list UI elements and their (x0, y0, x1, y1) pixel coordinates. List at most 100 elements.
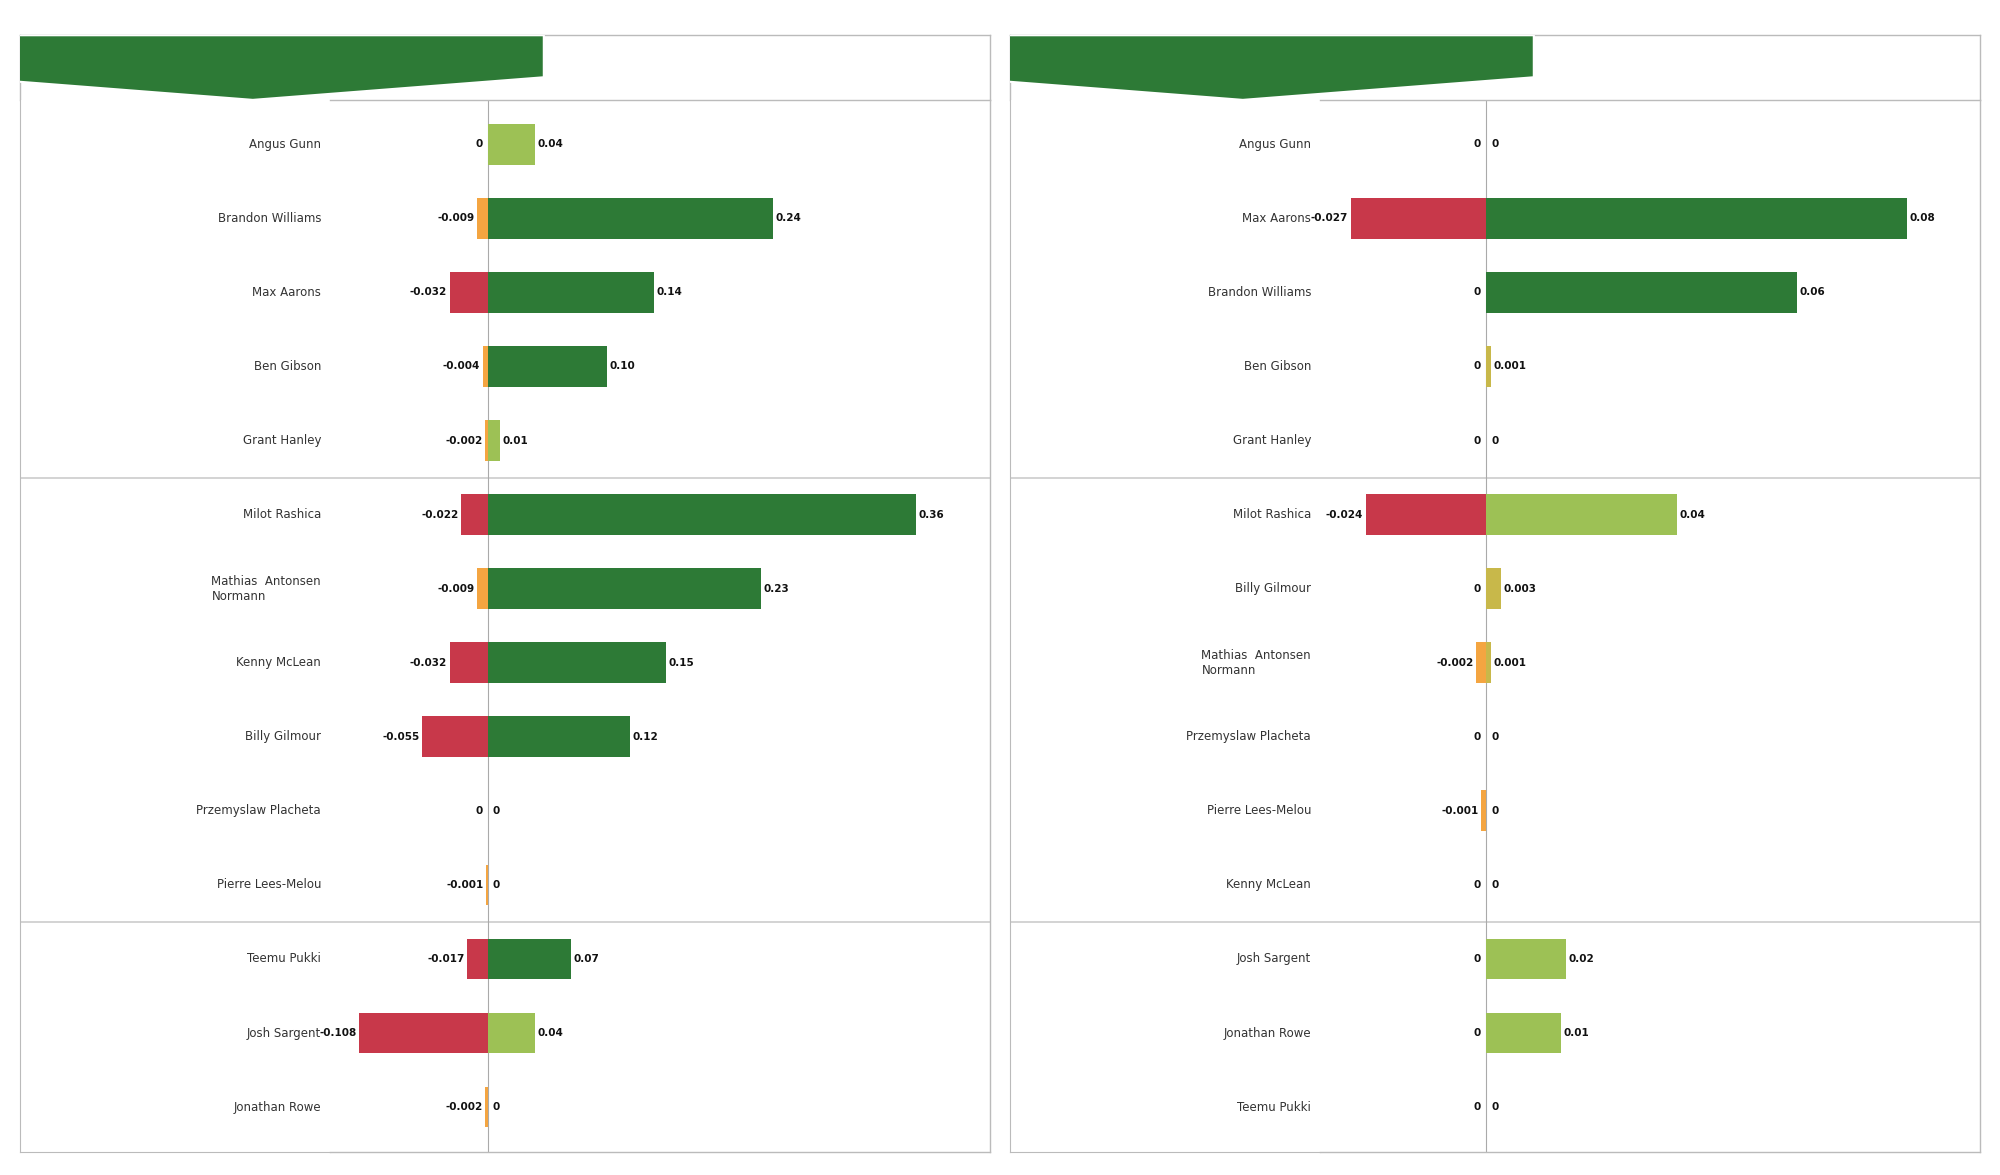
Text: 0: 0 (1474, 288, 1480, 297)
Text: Angus Gunn: Angus Gunn (250, 137, 322, 150)
Text: 0.001: 0.001 (1494, 362, 1526, 371)
Text: 0: 0 (1474, 1028, 1480, 1038)
Polygon shape (0, 35, 544, 100)
Text: Pierre Lees-Melou: Pierre Lees-Melou (216, 879, 322, 892)
Bar (462, 495, 488, 535)
Text: -0.002: -0.002 (1436, 658, 1474, 667)
Bar (1486, 495, 1676, 535)
Text: 0.04: 0.04 (538, 1028, 564, 1038)
Text: Angus Gunn: Angus Gunn (1240, 137, 1312, 150)
Text: xT from Dribbles: xT from Dribbles (1040, 63, 1212, 85)
Bar (1486, 347, 1492, 387)
Text: -0.001: -0.001 (446, 880, 484, 889)
Text: Przemyslaw Placheta: Przemyslaw Placheta (196, 805, 322, 818)
Bar (1350, 199, 1486, 239)
Text: -0.027: -0.027 (1310, 214, 1348, 223)
Text: 0: 0 (1474, 584, 1480, 593)
Text: 0.10: 0.10 (610, 362, 634, 371)
Bar (1486, 199, 1908, 239)
Bar (422, 717, 488, 757)
Text: 0.15: 0.15 (668, 658, 694, 667)
Bar (486, 421, 488, 461)
Bar (488, 569, 762, 609)
Text: 0.01: 0.01 (502, 436, 528, 445)
Bar (488, 123, 536, 165)
Bar (488, 1013, 536, 1053)
Bar (488, 939, 570, 979)
Text: 0.02: 0.02 (1568, 954, 1594, 963)
Bar (1476, 643, 1486, 683)
Text: 0: 0 (476, 140, 482, 149)
Text: Grant Hanley: Grant Hanley (242, 434, 322, 446)
Text: 0.06: 0.06 (1800, 288, 1826, 297)
Text: -0.017: -0.017 (428, 954, 464, 963)
Text: -0.002: -0.002 (446, 1102, 482, 1112)
Text: 0.12: 0.12 (632, 732, 658, 741)
Text: Milot Rashica: Milot Rashica (1232, 508, 1312, 521)
Text: 0: 0 (1492, 732, 1498, 741)
Text: Mathias  Antonsen
Normann: Mathias Antonsen Normann (1202, 649, 1312, 677)
Bar (488, 717, 630, 757)
Text: 0.04: 0.04 (1680, 510, 1706, 519)
Bar (468, 939, 488, 979)
Bar (360, 1013, 488, 1053)
Bar (1366, 495, 1486, 535)
Text: -0.022: -0.022 (422, 510, 458, 519)
Bar (488, 347, 606, 387)
Bar (476, 199, 488, 239)
Text: 0: 0 (492, 880, 500, 889)
Text: 0.04: 0.04 (538, 140, 564, 149)
Text: -0.004: -0.004 (442, 362, 480, 371)
Text: 0: 0 (1492, 1102, 1498, 1112)
Polygon shape (952, 35, 1534, 100)
Bar (1486, 643, 1492, 683)
Text: 0: 0 (492, 1102, 500, 1112)
Text: 0: 0 (1474, 732, 1480, 741)
Bar (1486, 273, 1796, 313)
Bar (482, 347, 488, 387)
Text: 0: 0 (1474, 1102, 1480, 1112)
Text: Billy Gilmour: Billy Gilmour (1236, 582, 1312, 596)
Text: 0.23: 0.23 (764, 584, 790, 593)
Text: Jonathan Rowe: Jonathan Rowe (1224, 1027, 1312, 1040)
Text: Kenny McLean: Kenny McLean (1226, 879, 1312, 892)
Text: 0: 0 (1474, 880, 1480, 889)
Text: 0: 0 (1474, 362, 1480, 371)
Bar (486, 1087, 488, 1128)
Text: 0: 0 (1492, 436, 1498, 445)
Text: xT from Passes: xT from Passes (50, 63, 206, 85)
Text: 0: 0 (1492, 880, 1498, 889)
Text: 0.003: 0.003 (1504, 584, 1536, 593)
Text: 0.14: 0.14 (656, 288, 682, 297)
Text: -0.002: -0.002 (446, 436, 482, 445)
Text: Kenny McLean: Kenny McLean (236, 656, 322, 670)
Text: -0.024: -0.024 (1326, 510, 1364, 519)
Bar (488, 199, 774, 239)
Text: Mathias  Antonsen
Normann: Mathias Antonsen Normann (212, 575, 322, 603)
Text: -0.001: -0.001 (1442, 806, 1478, 815)
Text: Teemu Pukki: Teemu Pukki (248, 953, 322, 966)
Bar (488, 421, 500, 461)
Text: 0.36: 0.36 (918, 510, 944, 519)
Text: Ben Gibson: Ben Gibson (1244, 360, 1312, 372)
Text: 0: 0 (1492, 806, 1498, 815)
Text: Josh Sargent: Josh Sargent (1236, 953, 1312, 966)
Text: Josh Sargent: Josh Sargent (246, 1027, 322, 1040)
Text: -0.009: -0.009 (438, 214, 474, 223)
Text: Billy Gilmour: Billy Gilmour (246, 731, 322, 744)
Bar (450, 643, 488, 683)
Text: -0.032: -0.032 (410, 658, 448, 667)
Text: -0.055: -0.055 (382, 732, 420, 741)
Bar (450, 273, 488, 313)
Text: Max Aarons: Max Aarons (252, 286, 322, 298)
Text: Jonathan Rowe: Jonathan Rowe (234, 1101, 322, 1114)
Bar (1486, 569, 1502, 609)
Text: 0.07: 0.07 (574, 954, 600, 963)
Text: Ben Gibson: Ben Gibson (254, 360, 322, 372)
Bar (488, 643, 666, 683)
Text: 0.24: 0.24 (776, 214, 802, 223)
Bar (1486, 1013, 1562, 1053)
Bar (488, 495, 916, 535)
Text: -0.108: -0.108 (320, 1028, 356, 1038)
Text: Brandon Williams: Brandon Williams (218, 212, 322, 224)
